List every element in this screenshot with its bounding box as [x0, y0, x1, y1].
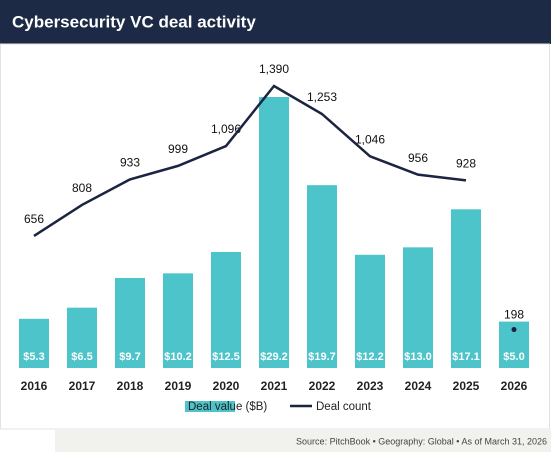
bar — [19, 318, 49, 368]
line-value-label: 656 — [24, 212, 44, 226]
bar — [115, 277, 145, 368]
bar — [163, 273, 193, 368]
bar-value-label: $17.1 — [452, 351, 480, 363]
line-value-label: 999 — [168, 142, 188, 156]
bar — [259, 97, 289, 368]
line-value-label: 933 — [120, 156, 140, 170]
bar-value-label: $12.2 — [356, 351, 384, 363]
legend-label: Deal value ($B) — [188, 401, 267, 413]
x-tick-label: 2020 — [213, 379, 240, 393]
bar — [67, 307, 97, 368]
line-value-label: 1,390 — [259, 62, 289, 76]
bar-value-label: $19.7 — [308, 351, 336, 363]
bar-value-label: $12.5 — [212, 351, 240, 363]
line-value-label: 198 — [504, 308, 524, 322]
x-tick-label: 2017 — [69, 379, 96, 393]
x-tick-label: 2024 — [405, 379, 432, 393]
line-value-label: 808 — [72, 181, 92, 195]
bar — [403, 247, 433, 368]
chart-title: Cybersecurity VC deal activity — [12, 12, 256, 31]
line — [33, 84, 467, 238]
legend-swatch — [185, 401, 235, 412]
line-value-label: 1,253 — [307, 90, 337, 104]
x-tick-label: 2021 — [261, 379, 288, 393]
line-value-label: 1,096 — [211, 122, 241, 136]
x-tick-label: 2022 — [309, 379, 336, 393]
footer — [55, 430, 551, 452]
bar — [211, 251, 241, 368]
bar-value-label: $13.0 — [404, 351, 432, 363]
x-tick-label: 2018 — [117, 379, 144, 393]
frame — [0, 43, 550, 430]
legend-label: Deal count — [316, 401, 372, 413]
bar — [307, 185, 337, 368]
line-value-label: 1,046 — [355, 132, 385, 146]
line-value-label: 956 — [408, 151, 428, 165]
bar-value-label: $6.5 — [71, 351, 92, 363]
x-tick-label: 2016 — [21, 379, 48, 393]
x-tick-label: 2019 — [165, 379, 192, 393]
header — [0, 0, 551, 44]
x-tick-label: 2023 — [357, 379, 384, 393]
bar-value-label: $5.3 — [23, 351, 44, 363]
bar-value-label: $5.0 — [503, 351, 524, 363]
bar — [451, 209, 481, 368]
line-value-label: 928 — [456, 157, 476, 171]
x-tick-label: 2025 — [453, 379, 480, 393]
bar — [355, 254, 385, 368]
bar-value-label: $29.2 — [260, 351, 288, 363]
bar-value-label: $9.7 — [119, 351, 140, 363]
line-point — [511, 327, 517, 333]
source: Source: PitchBook • Geography: Global • … — [296, 436, 547, 446]
x-tick-label: 2026 — [501, 379, 528, 393]
bar-value-label: $10.2 — [164, 351, 192, 363]
